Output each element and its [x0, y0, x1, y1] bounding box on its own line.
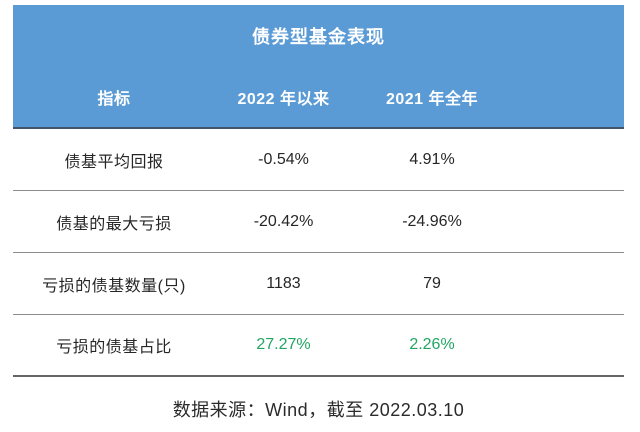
value-2021-highlighted: 2.26% [409, 336, 455, 353]
table-title-row: 债券型基金表现 [13, 5, 624, 67]
column-header-2021: 2021 年全年 [385, 91, 479, 108]
table-row-max-loss: 债基的最大亏损 -20.42% -24.96% [13, 190, 624, 252]
row-label: 亏损的债基数量(只) [42, 277, 186, 295]
row-label: 债基平均回报 [64, 153, 164, 171]
value-2021: 79 [423, 274, 441, 292]
table-row-losing-fund-count: 亏损的债基数量(只) 1183 79 [13, 252, 624, 314]
column-header-2022: 2022 年以来 [237, 91, 330, 108]
table-header-block: 债券型基金表现 指标 2022 年以来 2021 年全年 [13, 5, 624, 129]
data-source-note: 数据来源：Wind，截至 2022.03.10 [172, 400, 465, 420]
table-bottom-border [13, 375, 624, 377]
column-header-spacer [512, 67, 624, 127]
value-2022: 1183 [266, 274, 301, 292]
value-2021: 4.91% [409, 150, 455, 168]
row-spacer [512, 253, 624, 314]
value-2021: -24.96% [402, 212, 462, 230]
table-title: 债券型基金表现 [252, 27, 385, 47]
value-2022-highlighted: 27.27% [256, 336, 311, 353]
column-header-row: 指标 2022 年以来 2021 年全年 [13, 67, 624, 127]
column-header-indicator: 指标 [97, 91, 131, 108]
bond-fund-table: 债券型基金表现 指标 2022 年以来 2021 年全年 债基平均回报 -0.5… [13, 5, 624, 423]
row-spacer [512, 315, 624, 375]
row-spacer [512, 191, 624, 252]
value-2022: -20.42% [253, 212, 314, 230]
table-row-losing-fund-ratio: 亏损的债基占比 27.27% 2.26% [13, 314, 624, 375]
row-label: 亏损的债基占比 [56, 339, 172, 356]
row-spacer [512, 129, 624, 190]
row-label: 债基的最大亏损 [56, 215, 172, 233]
table-row-average-return: 债基平均回报 -0.54% 4.91% [13, 129, 624, 190]
value-2022: -0.54% [258, 150, 309, 168]
